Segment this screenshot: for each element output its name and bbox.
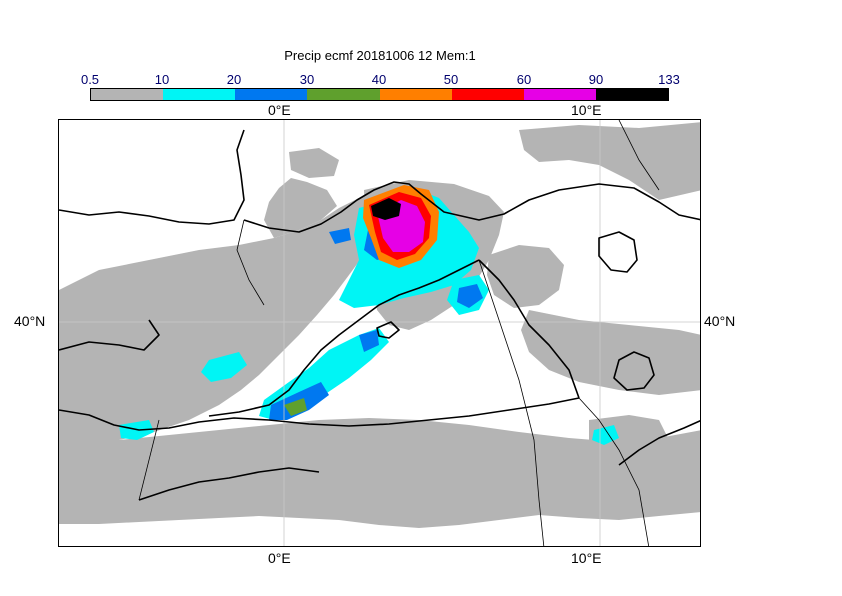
colorbar-segment-40-50 — [379, 89, 452, 100]
coastlines — [59, 129, 700, 501]
lon-label-bottom-0: 0°E — [268, 550, 291, 566]
colorbar-tick: 10 — [154, 72, 170, 87]
colorbar — [90, 88, 669, 101]
precip-layer-grey — [59, 122, 700, 528]
colorbar-segment-90-133 — [595, 89, 668, 100]
colorbar-segment-20-30 — [235, 89, 308, 100]
borders — [138, 120, 660, 546]
colorbar-tick: 30 — [299, 72, 315, 87]
lat-label-left: 40°N — [14, 313, 46, 329]
colorbar-tick: 90 — [588, 72, 604, 87]
colorbar-tick: 20 — [226, 72, 242, 87]
colorbar-tick: 50 — [443, 72, 459, 87]
lat-label-right: 40°N — [704, 313, 736, 329]
lon-label-top-10: 10°E — [571, 102, 602, 118]
colorbar-segment-30-40 — [307, 89, 380, 100]
colorbar-tick: 133 — [658, 72, 680, 87]
lon-label-bottom-10: 10°E — [571, 550, 602, 566]
colorbar-tick: 60 — [516, 72, 532, 87]
colorbar-segment-10-20 — [163, 89, 236, 100]
lon-label-top-0: 0°E — [268, 102, 291, 118]
colorbar-ticks: 0.5 10 20 30 40 50 60 90 133 — [0, 72, 842, 88]
colorbar-tick: 40 — [371, 72, 387, 87]
colorbar-segment-50-60 — [451, 89, 524, 100]
precip-layer-black — [371, 198, 401, 220]
colorbar-segment-0-5-10 — [91, 89, 164, 100]
chart-title: Precip ecmf 20181006 12 Mem:1 — [284, 48, 476, 63]
precip-map — [58, 119, 701, 547]
graticule — [59, 120, 700, 546]
colorbar-segment-60-90 — [523, 89, 596, 100]
colorbar-tick: 0.5 — [80, 72, 100, 87]
